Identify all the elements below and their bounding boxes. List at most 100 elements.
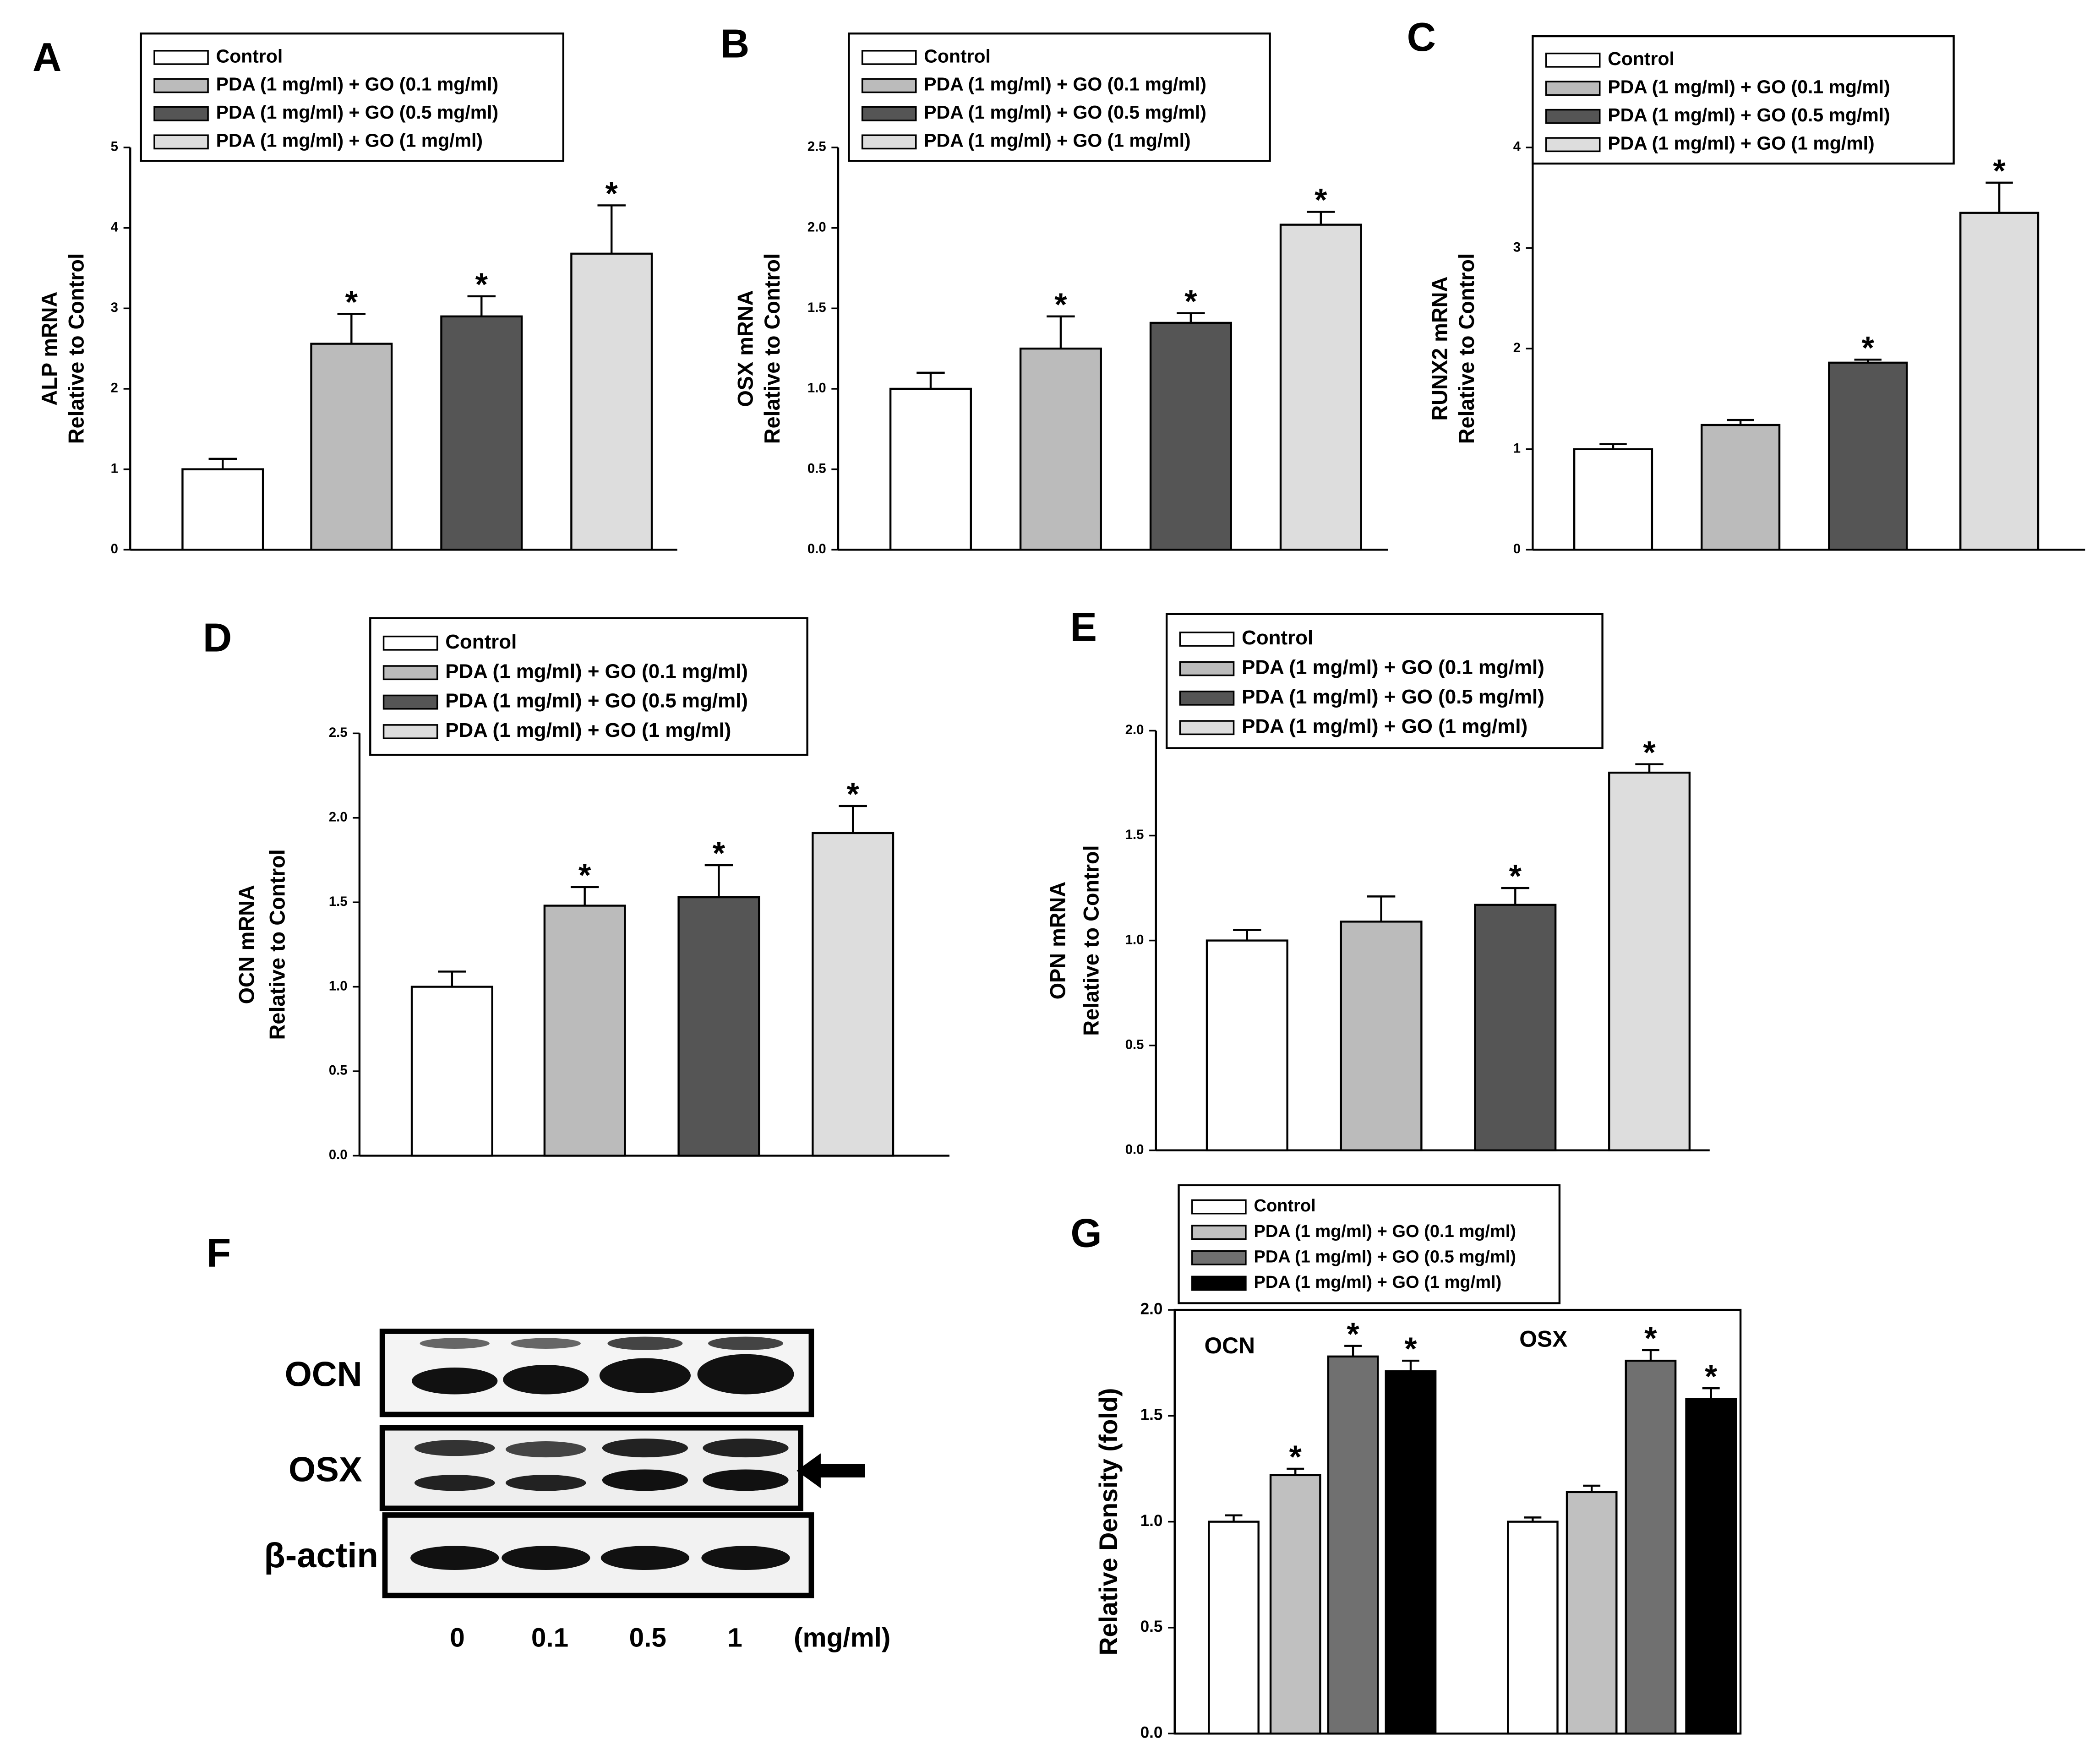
significance-marker: * <box>578 857 591 893</box>
legend-label: PDA (1 mg/ml) + GO (0.5 mg/ml) <box>445 690 748 712</box>
y-tick-label: 1.5 <box>329 894 348 909</box>
legend-label: PDA (1 mg/ml) + GO (0.5 mg/ml) <box>1242 686 1544 708</box>
error-bar <box>1635 763 1664 773</box>
bar <box>677 896 760 1157</box>
legend-swatch <box>153 134 209 150</box>
blot-row-label: OCN <box>285 1355 362 1394</box>
band <box>511 1338 581 1349</box>
band <box>602 1439 688 1458</box>
error-bar <box>1177 312 1205 323</box>
y-tick-label: 0.0 <box>807 542 826 556</box>
legend-swatch <box>861 134 917 150</box>
bar <box>1565 1491 1618 1735</box>
y-tick-label: 1.5 <box>1125 828 1144 842</box>
y-tick-label: 2.0 <box>1140 1300 1163 1318</box>
y-tick-label: 1 <box>1513 441 1521 456</box>
legend-swatch <box>1179 720 1235 736</box>
band <box>502 1546 590 1570</box>
bar <box>1327 1355 1379 1735</box>
band <box>701 1546 790 1570</box>
error-bar <box>337 313 366 344</box>
y-axis-label: OCN mRNA <box>235 885 258 1004</box>
band <box>414 1475 495 1491</box>
y-axis-label: Relative Density (fold) <box>1094 1388 1123 1656</box>
legend-label: PDA (1 mg/ml) + GO (0.1 mg/ml) <box>1242 656 1544 679</box>
panel-label: D <box>203 615 232 660</box>
legend-frame <box>1532 35 1955 165</box>
lane-label: 0.5 <box>629 1623 666 1653</box>
bar <box>1149 322 1232 551</box>
band <box>607 1336 683 1350</box>
y-tick-label: 3 <box>1513 240 1521 255</box>
bar <box>543 905 626 1157</box>
y-axis-label: Relative to Control <box>760 253 784 444</box>
legend-swatch <box>382 635 438 651</box>
significance-marker: * <box>345 284 358 320</box>
legend-label: PDA (1 mg/ml) + GO (0.5 mg/ml) <box>1608 104 1890 125</box>
legend-label: Control <box>1608 48 1675 69</box>
y-tick-label: 1.0 <box>1125 932 1144 947</box>
blot-row-label: OSX <box>289 1450 362 1489</box>
y-tick-label: 0.5 <box>329 1063 348 1078</box>
significance-marker: * <box>713 835 725 871</box>
error-bar <box>1985 181 2013 213</box>
y-tick-label: 4 <box>1513 140 1521 154</box>
legend-label: PDA (1 mg/ml) + GO (1 mg/ml) <box>1242 715 1527 737</box>
significance-marker: * <box>1644 1320 1657 1356</box>
y-axis-label: Relative to Control <box>64 253 88 444</box>
legend-label: PDA (1 mg/ml) + GO (0.1 mg/ml) <box>1254 1222 1516 1241</box>
y-tick-label: 2.5 <box>329 725 348 740</box>
panel-label: G <box>1070 1210 1102 1255</box>
y-axis-label: OSX mRNA <box>733 290 757 407</box>
panel-label: C <box>1407 14 1436 60</box>
legend-label: PDA (1 mg/ml) + GO (1 mg/ml) <box>445 719 731 741</box>
y-tick-label: 2 <box>1513 341 1521 355</box>
y-axis-label: RUNX2 mRNA <box>1428 277 1452 421</box>
bar <box>1279 223 1362 551</box>
y-tick-label: 0 <box>111 542 118 556</box>
legend-swatch <box>153 106 209 121</box>
bar <box>181 468 264 551</box>
arrow <box>796 1453 865 1488</box>
legend-label: PDA (1 mg/ml) + GO (0.5 mg/ml) <box>216 102 499 123</box>
bar <box>1828 361 1908 551</box>
significance-marker: * <box>605 175 618 212</box>
significance-marker: * <box>1054 286 1067 322</box>
significance-marker: * <box>846 776 859 812</box>
bar <box>1701 424 1781 551</box>
bar <box>1019 347 1102 551</box>
legend-swatch <box>382 724 438 739</box>
band <box>503 1365 589 1395</box>
category-label: OSX <box>1519 1326 1567 1352</box>
bar <box>410 986 493 1157</box>
bar <box>889 387 972 551</box>
panel-label: B <box>720 21 749 66</box>
error-bar <box>1583 1484 1601 1492</box>
y-tick-label: 1.5 <box>807 300 826 315</box>
legend-label: PDA (1 mg/ml) + GO (0.1 mg/ml) <box>445 660 748 682</box>
y-tick-label: 1.5 <box>1140 1406 1163 1424</box>
legend-swatch <box>1191 1225 1247 1240</box>
y-tick-label: 1.0 <box>807 381 826 396</box>
y-tick-label: 2.5 <box>807 140 826 154</box>
significance-marker: * <box>1315 182 1327 218</box>
y-axis-label: Relative to Control <box>1455 253 1478 444</box>
y-axis-label: ALP mRNA <box>38 292 61 406</box>
significance-marker: * <box>1705 1358 1718 1394</box>
error-bar <box>1225 1514 1243 1522</box>
legend-label: PDA (1 mg/ml) + GO (1 mg/ml) <box>1608 133 1874 154</box>
bar <box>1269 1474 1321 1735</box>
legend-label: Control <box>445 631 517 653</box>
significance-marker: * <box>1289 1439 1302 1475</box>
legend-swatch <box>861 78 917 93</box>
significance-marker: * <box>1993 153 2006 189</box>
y-tick-label: 1.0 <box>329 979 348 993</box>
error-bar <box>1727 419 1754 425</box>
legend-label: PDA (1 mg/ml) + GO (1 mg/ml) <box>1254 1273 1501 1292</box>
legend-swatch <box>153 50 209 65</box>
legend-frame <box>848 32 1271 162</box>
category-label: OCN <box>1204 1333 1255 1358</box>
error-bar <box>1402 1359 1419 1372</box>
